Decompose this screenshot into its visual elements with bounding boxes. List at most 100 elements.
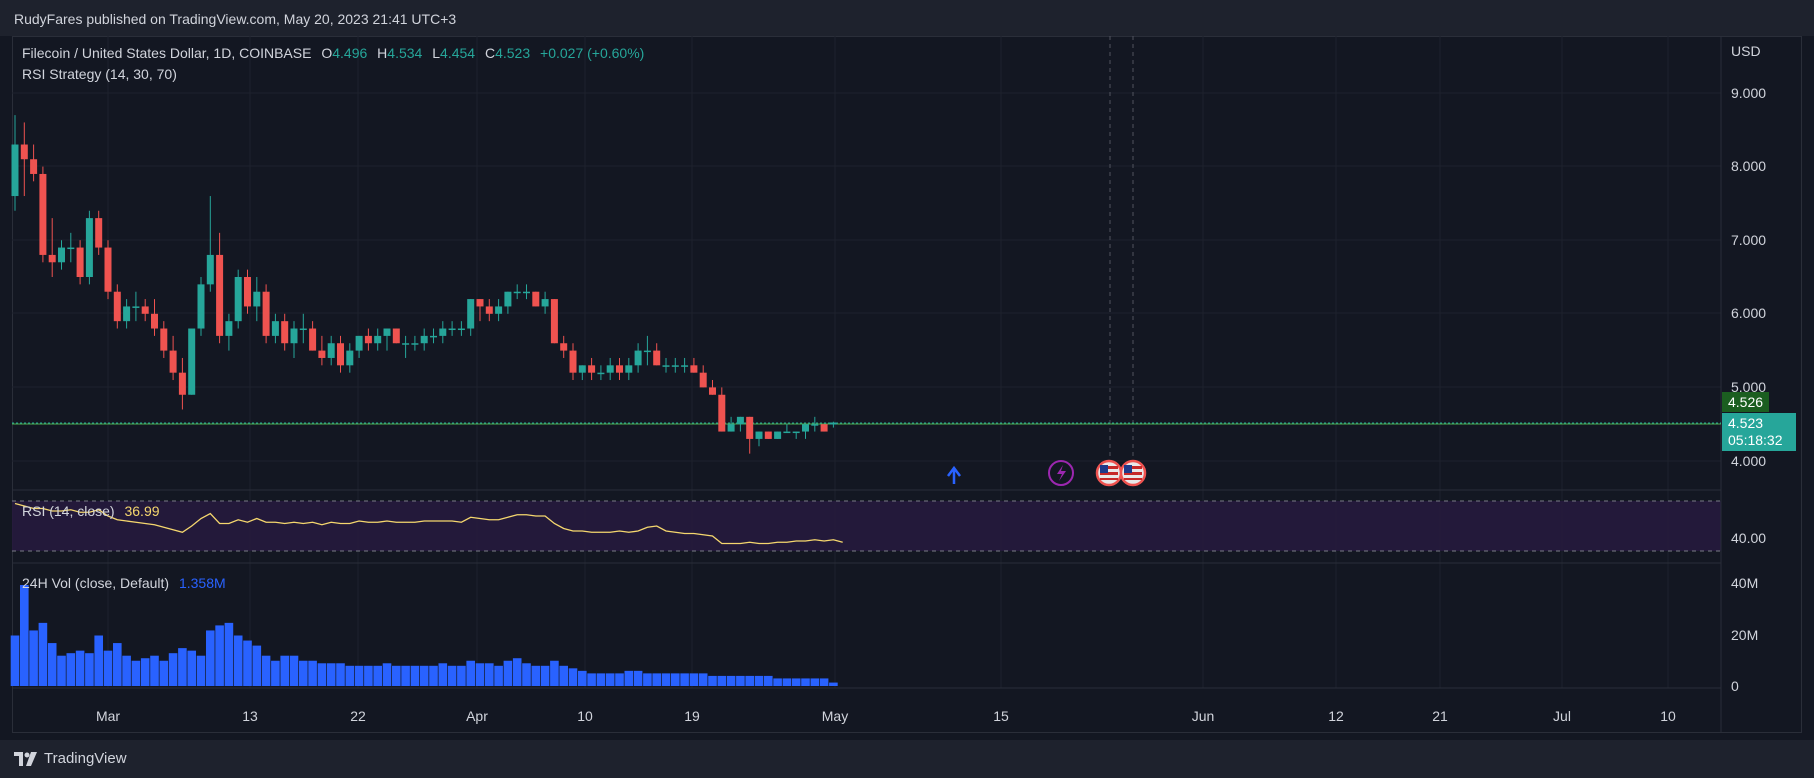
candle-body[interactable] — [225, 321, 233, 336]
candle-body[interactable] — [95, 218, 103, 248]
candle-body[interactable] — [439, 328, 447, 336]
candle-body[interactable] — [597, 372, 605, 375]
candle-body[interactable] — [178, 372, 186, 395]
candle-body[interactable] — [253, 291, 261, 307]
tradingview-logo[interactable]: TradingView — [14, 750, 127, 767]
currency-label[interactable]: USD — [1731, 43, 1761, 59]
chart-canvas[interactable]: 9.000 8.000 7.000 6.000 5.000 4.000 Mar 13 22 Ap… — [0, 0, 1814, 740]
candle-body[interactable] — [299, 328, 307, 331]
candle-body[interactable] — [318, 350, 326, 358]
candle-body[interactable] — [653, 350, 661, 366]
candle-body[interactable] — [448, 328, 456, 331]
candle-body[interactable] — [736, 416, 744, 425]
candle-body[interactable] — [671, 365, 679, 367]
rsi-line[interactable] — [14, 502, 843, 545]
candle-body[interactable] — [820, 424, 828, 432]
us-flag-event-icon[interactable] — [1095, 459, 1123, 487]
candle-body[interactable] — [337, 343, 344, 366]
candle-body[interactable] — [485, 306, 493, 314]
candle-body[interactable] — [374, 335, 382, 344]
candle-body[interactable] — [20, 144, 28, 160]
candle-body[interactable] — [151, 313, 158, 329]
candle-body[interactable] — [76, 247, 84, 277]
candle-body[interactable] — [169, 350, 177, 373]
candle-body[interactable] — [764, 431, 772, 439]
candle-body[interactable] — [281, 321, 289, 344]
candle-body[interactable] — [634, 350, 642, 366]
candle-body[interactable] — [430, 335, 437, 338]
candle-body[interactable] — [569, 350, 577, 373]
candle-body[interactable] — [718, 394, 726, 432]
candle-body[interactable] — [290, 328, 298, 344]
candle-body[interactable] — [578, 365, 586, 373]
candle-body[interactable] — [113, 291, 121, 322]
candle-body[interactable] — [523, 291, 530, 294]
candle-body[interactable] — [262, 291, 270, 336]
candle-body[interactable] — [504, 291, 512, 307]
candle-body[interactable] — [541, 299, 549, 307]
candle-body[interactable] — [774, 431, 782, 439]
candle-body[interactable] — [364, 335, 372, 344]
candle-body[interactable] — [783, 431, 791, 434]
candle-body[interactable] — [132, 306, 140, 308]
candle-body[interactable] — [234, 277, 242, 322]
candle-body[interactable] — [532, 291, 540, 307]
candle-body[interactable] — [271, 321, 279, 336]
candle-body[interactable] — [727, 424, 735, 432]
candle-body[interactable] — [699, 372, 707, 388]
candle-body[interactable] — [327, 343, 335, 358]
candle-body[interactable] — [829, 422, 837, 425]
candle-body[interactable] — [206, 254, 214, 285]
candle-body[interactable] — [643, 350, 651, 353]
candle-body[interactable] — [58, 247, 65, 263]
candle-body[interactable] — [513, 291, 521, 294]
candle-body[interactable] — [606, 365, 614, 373]
time-axis[interactable]: Mar 13 22 Apr 10 19 May 15 Jun 12 21 Jul 10 — [96, 708, 1676, 724]
candle-body[interactable] — [160, 328, 168, 351]
candle-body[interactable] — [681, 365, 689, 367]
candle-body[interactable] — [11, 144, 19, 197]
candle-body[interactable] — [85, 218, 93, 277]
candle-body[interactable] — [588, 365, 596, 373]
candle-body[interactable] — [402, 343, 410, 345]
candle-body[interactable] — [550, 299, 558, 344]
candle-body[interactable] — [560, 343, 568, 351]
candle-body[interactable] — [420, 335, 428, 344]
candle-body[interactable] — [495, 306, 503, 314]
strategy-legend[interactable]: RSI Strategy (14, 30, 70) — [22, 66, 177, 82]
candle-body[interactable] — [792, 431, 800, 434]
candle-body[interactable] — [188, 328, 196, 395]
candle-body[interactable] — [625, 365, 633, 373]
us-flag-event-icon[interactable] — [1119, 459, 1147, 487]
candle-body[interactable] — [346, 350, 354, 366]
candle-body[interactable] — [104, 247, 112, 292]
candle-body[interactable] — [662, 365, 670, 367]
candle-body[interactable] — [755, 431, 763, 439]
candle-body[interactable] — [244, 277, 251, 307]
candle-body[interactable] — [411, 343, 419, 345]
candle-body[interactable] — [383, 328, 391, 336]
lightning-event-icon[interactable] — [1048, 460, 1074, 486]
rsi-legend[interactable]: RSI (14, close) 36.99 — [22, 503, 160, 519]
candle-body[interactable] — [476, 299, 484, 307]
candle-body[interactable] — [467, 299, 475, 329]
candle-body[interactable] — [197, 284, 205, 329]
candle-body[interactable] — [67, 247, 75, 250]
candle-body[interactable] — [457, 328, 465, 331]
volume-legend[interactable]: 24H Vol (close, Default) 1.358M — [22, 575, 226, 591]
buy-arrow-icon[interactable] — [947, 465, 961, 484]
candle-body[interactable] — [48, 254, 56, 263]
candle-body[interactable] — [30, 159, 38, 174]
candle-body[interactable] — [811, 424, 819, 426]
candle-body[interactable] — [123, 306, 131, 322]
candle-body[interactable] — [39, 173, 47, 255]
candles[interactable] — [11, 115, 837, 454]
candle-body[interactable] — [802, 424, 809, 432]
candle-body[interactable] — [309, 328, 317, 351]
candle-body[interactable] — [216, 254, 224, 336]
chart-frame[interactable] — [12, 36, 1802, 733]
candle-body[interactable] — [709, 387, 716, 395]
price-axis[interactable]: 9.000 8.000 7.000 6.000 5.000 4.000 — [1731, 85, 1766, 469]
candle-body[interactable] — [355, 335, 363, 351]
candle-body[interactable] — [616, 365, 623, 373]
